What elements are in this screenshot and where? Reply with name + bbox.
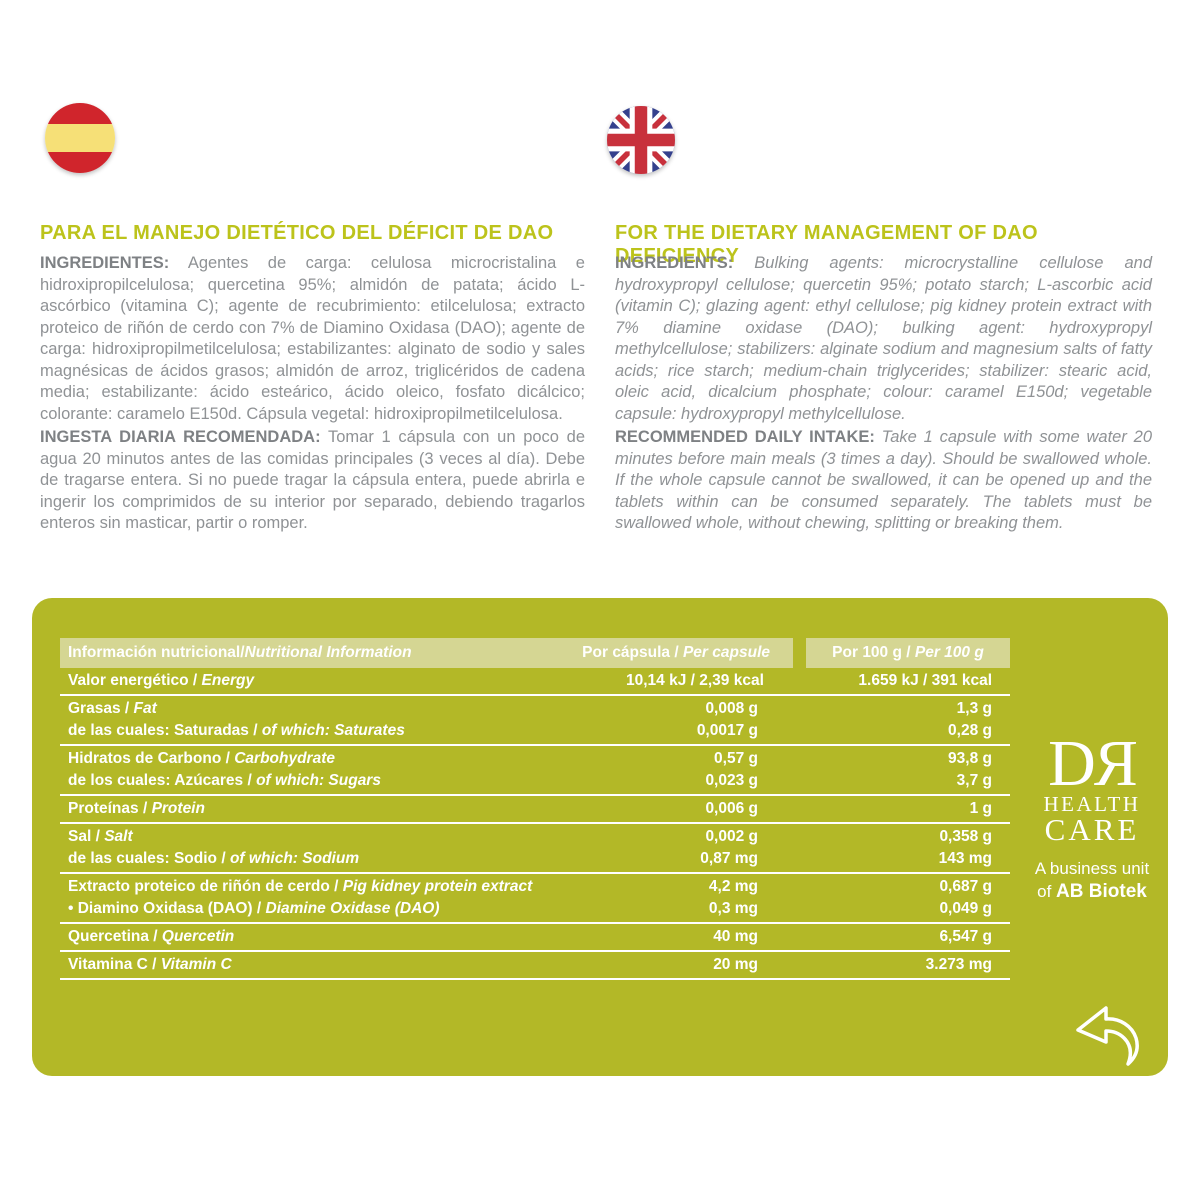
table-group-carbohydrate: Hidratos de Carbono / Carbohydrate 0,57 … [60,746,1010,796]
header-band-left: Información nutricional/Nutritional Info… [60,638,793,668]
table-row: Proteínas / Protein 0,006 g 1 g [68,800,992,817]
english-intake: RECOMMENDED DAILY INTAKE: Take 1 capsule… [615,427,1152,535]
table-row: Extracto proteico de riñón de cerdo / Pi… [68,878,992,895]
per-100g-column-header: Por 100 g / Per 100 g [806,638,1010,668]
english-ingredients-label: INGREDIENTS: [615,254,734,272]
table-row: Sal / Salt 0,002 g 0,358 g [68,828,992,845]
spanish-text-column: INGREDIENTES: Agentes de carga: celulosa… [40,253,585,537]
table-row: de los cuales: Azúcares / of which: Suga… [68,772,992,789]
logo-word-health: HEALTH [1043,792,1141,816]
table-group-quercetin: Quercetina / Quercetin 40 mg 6,547 g [60,924,1010,952]
table-row: Valor energético / Energy 10,14 kJ / 2,3… [68,672,992,689]
per-capsule-column-header: Por cápsula / Per capsule [582,644,770,661]
english-ingredients-text: Bulking agents: microcrystalline cellulo… [615,254,1152,423]
logo-word-care: CARE [1044,812,1140,847]
english-ingredients: INGREDIENTS: Bulking agents: microcrysta… [615,253,1152,425]
uk-flag-icon [607,106,675,174]
table-row: Quercetina / Quercetin 40 mg 6,547 g [68,928,992,945]
table-row: Hidratos de Carbono / Carbohydrate 0,57 … [68,750,992,767]
spanish-intake-label: INGESTA DIARIA RECOMENDADA: [40,428,321,446]
table-title: Información nutricional/Nutritional Info… [68,644,412,661]
spain-flag-icon [45,103,115,173]
ab-biotek-wordmark: AB Biotek [1056,881,1147,902]
spanish-intake-text: Tomar 1 cápsula con un poco de agua 20 m… [40,428,585,532]
logo-tagline-line2: of AB Biotek [1037,881,1147,902]
table-row: Vitamina C / Vitamin C 20 mg 3.273 mg [68,956,992,973]
table-group-salt: Sal / Salt 0,002 g 0,358 g de las cuales… [60,824,1010,874]
spanish-ingredients-text: Agentes de carga: celulosa microcristali… [40,254,585,423]
table-row: Grasas / Fat 0,008 g 1,3 g [68,700,992,717]
curved-back-arrow-icon [1076,1006,1139,1066]
spanish-ingredients: INGREDIENTES: Agentes de carga: celulosa… [40,253,585,425]
dr-healthcare-logo: DЯ HEALTH CARE A business unit of AB Bio… [1017,727,1167,902]
english-intake-text: Take 1 capsule with some water 20 minute… [615,428,1152,532]
english-intake-label: RECOMMENDED DAILY INTAKE: [615,428,875,446]
nutrition-table: Información nutricional/Nutritional Info… [60,638,1010,980]
nutrition-panel: Información nutricional/Nutritional Info… [32,598,1168,1076]
table-group-extract: Extracto proteico de riñón de cerdo / Pi… [60,874,1010,924]
spanish-intake: INGESTA DIARIA RECOMENDADA: Tomar 1 cáps… [40,427,585,535]
english-heading: FOR THE DIETARY MANAGEMENT OF DAO DEFICI… [615,222,1038,267]
logo-monogram: DЯ [1048,727,1138,800]
table-group-energy: Valor energético / Energy 10,14 kJ / 2,3… [60,668,1010,696]
spanish-heading: PARA EL MANEJO DIETÉTICO DEL DÉFICIT DE … [40,222,554,244]
table-group-protein: Proteínas / Protein 0,006 g 1 g [60,796,1010,824]
nutrition-table-header: Información nutricional/Nutritional Info… [60,638,1010,668]
table-row: de las cuales: Saturadas / of which: Sat… [68,722,992,739]
english-text-column: INGREDIENTS: Bulking agents: microcrysta… [615,253,1152,537]
table-group-fat: Grasas / Fat 0,008 g 1,3 g de las cuales… [60,696,1010,746]
spanish-ingredients-label: INGREDIENTES: [40,254,170,272]
table-group-vitamin-c: Vitamina C / Vitamin C 20 mg 3.273 mg [60,952,1010,980]
table-row: de las cuales: Sodio / of which: Sodium … [68,850,992,867]
logo-tagline-line1: A business unit [1034,859,1150,878]
table-row: • Diamino Oxidasa (DAO) / Diamine Oxidas… [68,900,992,917]
